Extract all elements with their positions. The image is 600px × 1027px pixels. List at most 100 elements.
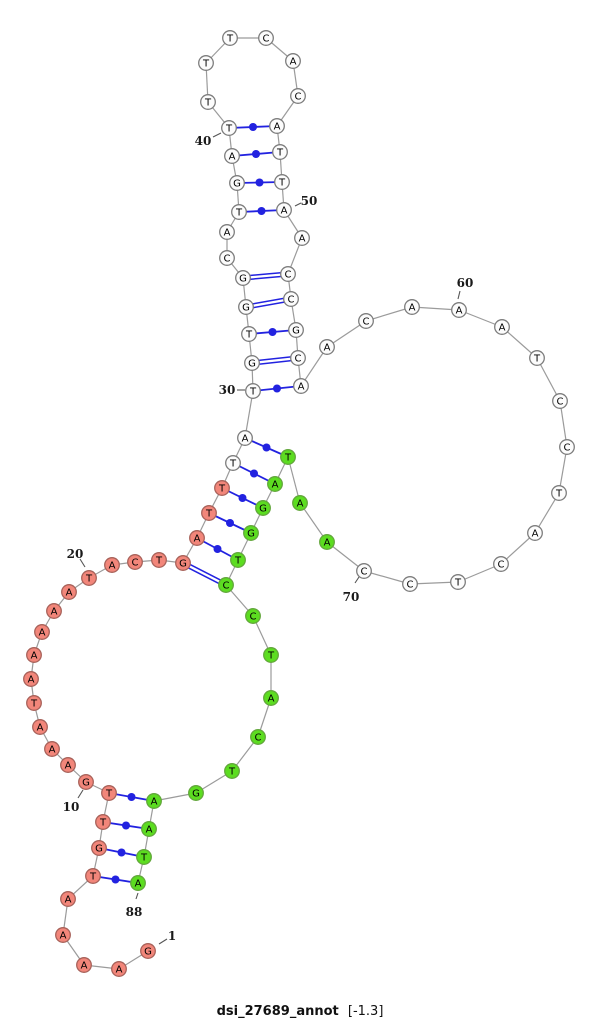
pair-bond-dot (226, 519, 234, 527)
nucleotide-circle (244, 355, 260, 371)
nucleotide-circle (276, 202, 292, 218)
nucleotide-base: A (324, 343, 331, 354)
nucleotide-circle (111, 961, 127, 977)
nucleotide-base: G (192, 789, 200, 800)
position-label-tick (135, 892, 139, 900)
nucleotide-base: A (28, 675, 35, 686)
nucleotide-circle (104, 557, 120, 573)
pair-bond-dot (255, 178, 264, 187)
pair-bond-dot (249, 123, 257, 131)
nucleotide-base: A (324, 538, 331, 549)
nucleotide-circle (230, 552, 246, 568)
pair-bond-dot (122, 821, 130, 830)
nucleotide-base: G (247, 529, 255, 540)
nucleotide-base: A (39, 628, 46, 639)
nucleotide-circle (151, 552, 167, 568)
nucleotide-circle (358, 313, 374, 329)
backbone-link (409, 581, 459, 585)
nucleotide-circle (404, 299, 420, 315)
backbone-link (536, 357, 561, 402)
nucleotide-base: A (51, 607, 58, 618)
position-label: 70 (343, 590, 360, 604)
nucleotide-base: T (202, 59, 210, 70)
position-label: 10 (63, 800, 80, 814)
nucleotide-base: T (245, 330, 253, 341)
nucleotide-circle (26, 695, 42, 711)
nucleotide-circle (552, 393, 568, 409)
nucleotide-base: T (228, 767, 236, 778)
nucleotide-base: A (242, 434, 249, 445)
nucleotide-base: T (229, 459, 237, 470)
nucleotide-circle (61, 584, 77, 600)
nucleotide-base: A (290, 57, 297, 68)
nucleotide-base: T (218, 484, 226, 495)
nucleotide-base: A (65, 895, 72, 906)
nucleotide-circle (136, 849, 152, 865)
nucleotide-circle (146, 793, 162, 809)
nucleotide-base: A (66, 588, 73, 599)
pair-bond-dot (213, 545, 222, 553)
nucleotide-circle (141, 821, 157, 837)
nucleotide-base: T (226, 34, 234, 45)
nucleotide-circle (263, 690, 279, 706)
nucleotide-base: C (498, 560, 505, 571)
nucleotide-circle (451, 302, 467, 318)
nucleotide-circle (32, 719, 48, 735)
nucleotide-base: C (295, 354, 302, 365)
nucleotide-circle (219, 224, 235, 240)
nucleotide-base: C (557, 397, 564, 408)
backbone-link (365, 306, 413, 322)
position-label-tick (457, 290, 461, 300)
nucleotide-base: A (499, 323, 506, 334)
pair-bond-dot (111, 875, 120, 884)
pair-bond-dot (250, 469, 258, 478)
nucleotide-base: A (268, 694, 275, 705)
nucleotide-base: A (135, 879, 142, 890)
position-label: 88 (126, 905, 143, 919)
position-label-tick (354, 576, 360, 584)
nucleotide-circle (175, 555, 191, 571)
nucleotide-circle (201, 505, 217, 521)
nucleotide-base: G (292, 326, 300, 337)
nucleotide-circle (60, 757, 76, 773)
nucleotide-base: C (361, 567, 368, 578)
nucleotide-base: G (95, 844, 103, 855)
nucleotide-base: A (116, 965, 123, 976)
nucleotide-circle (78, 774, 94, 790)
nucleotide-base: G (82, 778, 90, 789)
nucleotide-circle (283, 291, 299, 307)
nucleotide-base: A (281, 206, 288, 217)
nucleotide-base: A (49, 745, 56, 756)
nucleotide-circle (229, 175, 245, 191)
nucleotide-circle (219, 250, 235, 266)
nucleotide-base: C (407, 580, 414, 591)
nucleotide-circle (493, 556, 509, 572)
nucleotide-base: T (30, 699, 38, 710)
pair-bond-dot (127, 793, 136, 801)
nucleotide-base: A (194, 534, 201, 545)
nucleotide-circle (238, 299, 254, 315)
nucleotide-base: C (250, 612, 257, 623)
nucleotide-base: T (235, 208, 243, 219)
nucleotide-circle (60, 891, 76, 907)
nucleotide-circle (46, 603, 62, 619)
nucleotide-base: T (140, 853, 148, 864)
nucleotide-base: G (179, 559, 187, 570)
nucleotide-base: A (274, 122, 281, 133)
nucleotide-circle (214, 480, 230, 496)
nucleotide-base: C (285, 270, 292, 281)
nucleotide-base: G (239, 274, 247, 285)
nucleotide-circle (130, 875, 146, 891)
nucleotide-circle (224, 763, 240, 779)
nucleotide-base: C (255, 733, 262, 744)
plot-title: dsi_27689_annot [-1.3] (0, 1004, 600, 1019)
pair-bond-dot (273, 384, 281, 393)
structure-name: dsi_27689_annot (216, 1004, 339, 1019)
nucleotide-circle (494, 319, 510, 335)
nucleotide-circle (402, 576, 418, 592)
nucleotide-base: T (205, 509, 213, 520)
nucleotide-circle (245, 383, 261, 399)
pair-bond-double-line (181, 564, 226, 588)
nucleotide-base: A (81, 961, 88, 972)
